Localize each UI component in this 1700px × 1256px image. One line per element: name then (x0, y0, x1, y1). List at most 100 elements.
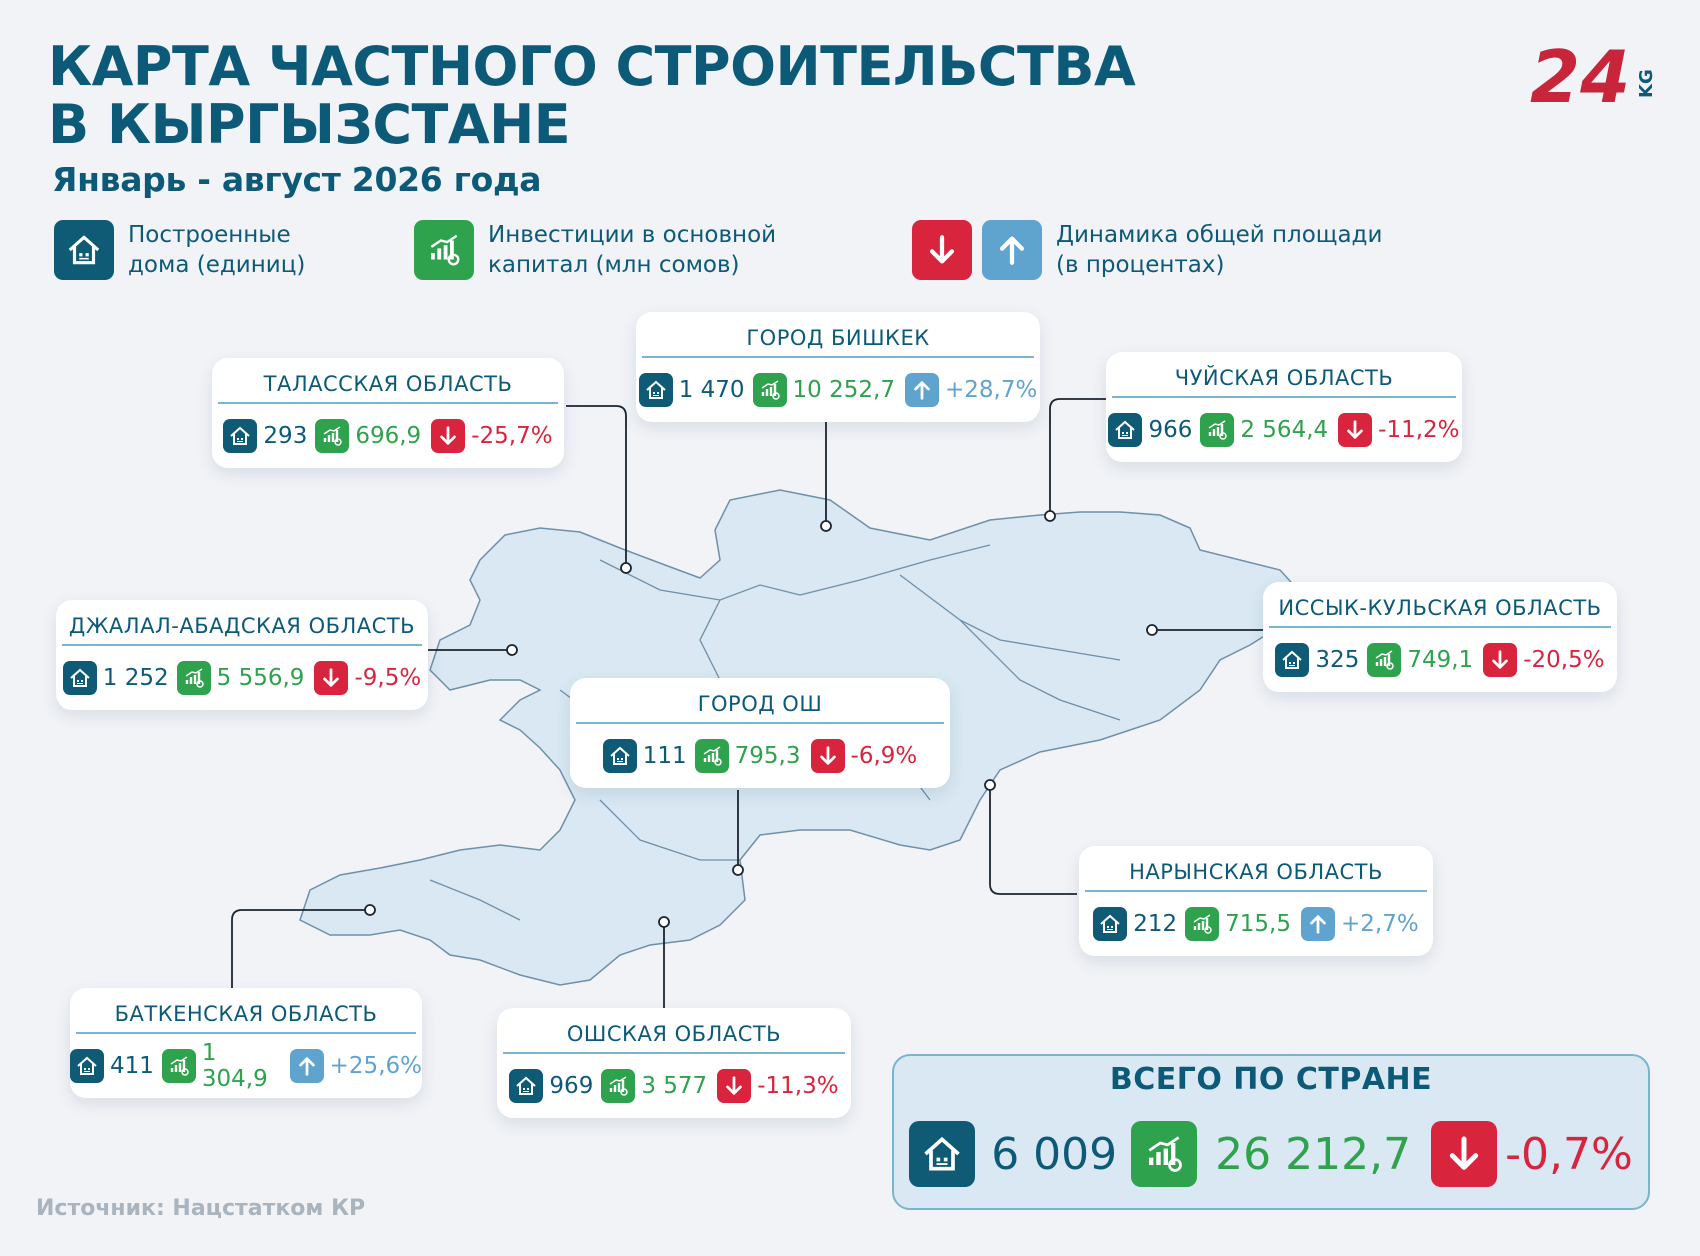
money-growth-icon (752, 373, 787, 407)
arrow-up-icon (289, 1049, 324, 1083)
invest-value: 2 564,4 (1240, 417, 1329, 443)
house-icon (62, 661, 97, 695)
region-card-batken: БАТКЕНСКАЯ ОБЛАСТЬ 411 1 304,9 +25,6% (70, 988, 422, 1098)
houses-value: 111 (642, 743, 687, 769)
money-growth-icon (601, 1069, 636, 1103)
arrow-down-icon (1431, 1121, 1498, 1187)
region-card-osh-city: ГОРОД ОШ 111 795,3 -6,9% (570, 678, 950, 788)
source-note: Источник: Нацстатком КР (36, 1196, 366, 1221)
houses-value: 966 (1148, 417, 1193, 443)
arrow-down-icon (1483, 643, 1518, 677)
region-name: ДЖАЛАЛ-АБАДСКАЯ ОБЛАСТЬ (62, 600, 422, 646)
total-houses-value: 6 009 (991, 1128, 1118, 1180)
region-card-chui: ЧУЙСКАЯ ОБЛАСТЬ 966 2 564,4 -11,2% (1106, 352, 1462, 462)
houses-value: 1 252 (102, 665, 169, 691)
house-icon (909, 1121, 976, 1187)
money-growth-icon (176, 661, 211, 695)
region-name: НАРЫНСКАЯ ОБЛАСТЬ (1085, 846, 1427, 892)
total-title: ВСЕГО ПО СТРАНЕ (1109, 1062, 1433, 1097)
dynamics-value: -6,9% (850, 743, 918, 769)
region-name: ЧУЙСКАЯ ОБЛАСТЬ (1112, 352, 1456, 398)
legend-dynamics-label-1: Динамика общей площади (1056, 222, 1383, 248)
legend-houses-label-2: дома (единиц) (128, 252, 306, 278)
region-name: ГОРОД БИШКЕК (642, 312, 1034, 358)
money-growth-icon (694, 739, 729, 773)
dynamics-value: -20,5% (1523, 647, 1605, 673)
dynamics-value: -11,3% (757, 1073, 839, 1099)
region-card-issykkul: ИССЫК-КУЛЬСКАЯ ОБЛАСТЬ 325 749,1 -20,5% (1263, 582, 1617, 692)
arrow-down-icon (431, 419, 466, 453)
houses-value: 1 470 (678, 377, 745, 403)
invest-value: 696,9 (355, 423, 422, 449)
subtitle: Январь - август 2026 года (52, 160, 542, 199)
house-icon (70, 1049, 104, 1083)
region-name: ГОРОД ОШ (576, 678, 944, 724)
house-icon (1275, 643, 1310, 677)
houses-value: 293 (263, 423, 308, 449)
house-icon (602, 739, 637, 773)
money-growth-icon (315, 419, 350, 453)
house-icon (1108, 413, 1143, 447)
region-card-jalalabad: ДЖАЛАЛ-АБАДСКАЯ ОБЛАСТЬ 1 252 5 556,9 -9,5% (56, 600, 428, 710)
region-markers (364, 510, 1158, 928)
dynamics-value: -9,5% (354, 665, 422, 691)
region-name: ОШСКАЯ ОБЛАСТЬ (503, 1008, 845, 1054)
dynamics-value: +25,6% (329, 1053, 422, 1079)
house-icon (509, 1069, 544, 1103)
total-dynamics-value: -0,7% (1505, 1128, 1633, 1180)
houses-value: 411 (110, 1053, 154, 1079)
invest-value: 1 304,9 (201, 1040, 268, 1092)
region-card-talas: ТАЛАССКАЯ ОБЛАСТЬ 293 696,9 -25,7% (212, 358, 564, 468)
legend-invest-label-1: Инвестиции в основной (488, 222, 777, 248)
house-icon (1093, 907, 1128, 941)
legend-dynamics-label-2: (в процентах) (1056, 252, 1225, 278)
legend-houses-label-1: Построенные (128, 222, 291, 248)
region-card-naryn: НАРЫНСКАЯ ОБЛАСТЬ 212 715,5 +2,7% (1079, 846, 1433, 956)
invest-value: 3 577 (641, 1073, 708, 1099)
logo: 24 KG (1530, 40, 1657, 110)
invest-value: 795,3 (734, 743, 801, 769)
total-panel: ВСЕГО ПО СТРАНЕ 6 009 26 212,7 -0,7% (892, 1054, 1650, 1210)
arrow-up-icon (982, 220, 1042, 280)
houses-value: 969 (549, 1073, 594, 1099)
legend-invest-label-2: капитал (млн сомов) (488, 252, 740, 278)
money-growth-icon (1185, 907, 1220, 941)
arrow-down-icon (717, 1069, 752, 1103)
money-growth-icon (1131, 1121, 1198, 1187)
money-growth-icon (414, 220, 474, 280)
dynamics-value: -25,7% (471, 423, 553, 449)
legend-dynamics: Динамика общей площади (в процентах) (912, 220, 1382, 280)
arrow-down-icon (912, 220, 972, 280)
house-icon (638, 373, 673, 407)
dynamics-value: +28,7% (944, 377, 1038, 403)
total-invest-value: 26 212,7 (1215, 1128, 1412, 1180)
legend-houses: Построенные дома (единиц) (54, 220, 305, 280)
houses-value: 212 (1133, 911, 1178, 937)
arrow-down-icon (810, 739, 845, 773)
house-icon (54, 220, 114, 280)
invest-value: 715,5 (1225, 911, 1292, 937)
title-line-2: В КЫРГЫЗСТАНЕ (48, 93, 571, 156)
region-name: ТАЛАССКАЯ ОБЛАСТЬ (218, 358, 558, 404)
houses-value: 325 (1315, 647, 1360, 673)
arrow-up-icon (904, 373, 939, 407)
house-icon (223, 419, 258, 453)
invest-value: 10 252,7 (792, 377, 895, 403)
region-card-bishkek: ГОРОД БИШКЕК 1 470 10 252,7 +28,7% (636, 312, 1040, 422)
region-card-osh-region: ОШСКАЯ ОБЛАСТЬ 969 3 577 -11,3% (497, 1008, 851, 1118)
invest-value: 749,1 (1407, 647, 1474, 673)
page-title: КАРТА ЧАСТНОГО СТРОИТЕЛЬСТВА В КЫРГЫЗСТА… (48, 35, 1136, 156)
dynamics-value: -11,2% (1378, 417, 1460, 443)
money-growth-icon (1367, 643, 1402, 677)
money-growth-icon (161, 1049, 196, 1083)
svg-text:24: 24 (1530, 40, 1630, 110)
arrow-down-icon (1338, 413, 1373, 447)
region-name: БАТКЕНСКАЯ ОБЛАСТЬ (76, 988, 416, 1034)
leader-lines (231, 398, 1263, 1008)
svg-text:KG: KG (1636, 69, 1657, 98)
legend-invest: Инвестиции в основной капитал (млн сомов… (414, 220, 776, 280)
arrow-down-icon (314, 661, 349, 695)
dynamics-value: +2,7% (1341, 911, 1419, 937)
title-line-1: КАРТА ЧАСТНОГО СТРОИТЕЛЬСТВА (48, 35, 1136, 98)
region-name: ИССЫК-КУЛЬСКАЯ ОБЛАСТЬ (1269, 582, 1611, 628)
